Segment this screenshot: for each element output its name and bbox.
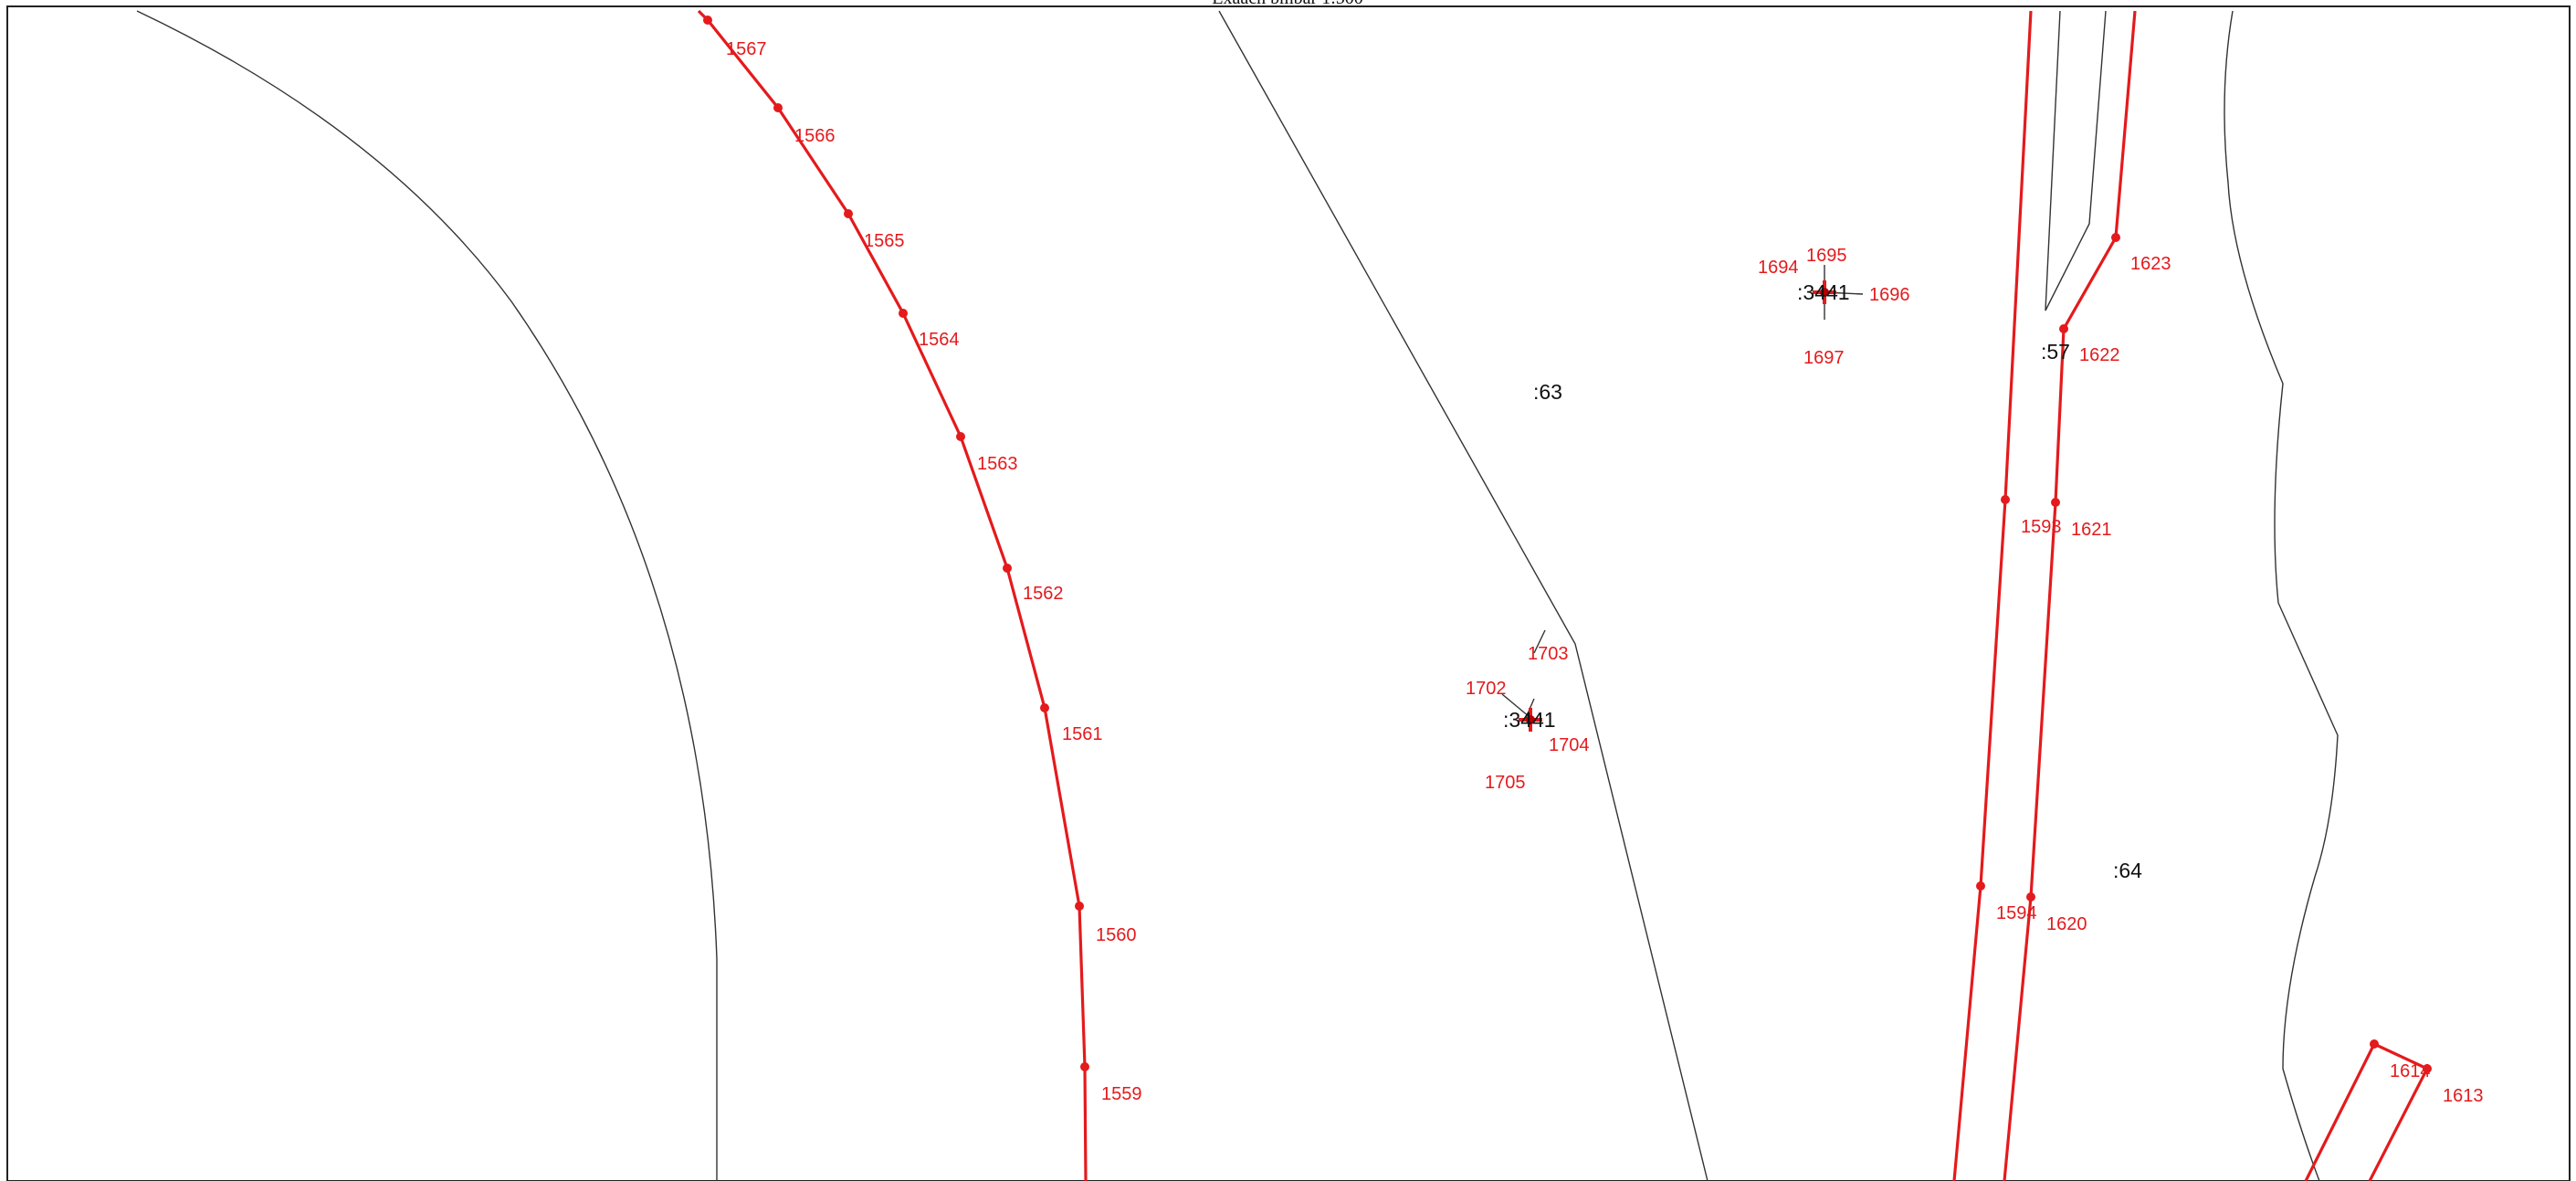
vertex-1566[interactable] [773,103,783,112]
label-1621: 1621 [2071,520,2112,540]
label-1703: 1703 [1528,644,1569,664]
label-1563: 1563 [977,454,1018,474]
vertex-1622[interactable] [2059,324,2068,333]
boundary-1593-1594 [1952,10,2033,1181]
label-1564: 1564 [919,330,960,350]
vertex-1620[interactable] [2026,892,2035,902]
label-1613: 1613 [2443,1086,2484,1106]
narrow-parcel-line [2045,10,2107,311]
parcel-label-3441-mid[interactable]: :3441 [1503,708,1556,732]
label-1567: 1567 [726,39,767,59]
boundary-1613-1614 [2304,1041,2430,1181]
parcel-boundaries [697,9,2430,1181]
parcel-label-3441-top[interactable]: :3441 [1797,280,1850,304]
vertex-1594[interactable] [1976,881,1985,891]
label-1622: 1622 [2079,345,2120,365]
label-1566: 1566 [794,126,836,146]
right-wavy-line [2224,10,2339,1181]
label-1696: 1696 [1869,285,1910,305]
boundary-1620-1623 [2003,10,2137,1181]
label-1562: 1562 [1023,584,1064,604]
label-1694: 1694 [1758,258,1799,278]
label-1620: 1620 [2046,914,2087,934]
label-1704: 1704 [1549,735,1590,755]
point-labels: 1567 1566 1565 1564 1563 1562 1561 1560 … [726,39,2484,1106]
vertex-1559[interactable] [1080,1062,1089,1071]
vertex-1561[interactable] [1040,703,1049,712]
marker-3441-mid[interactable] [1519,708,1542,732]
label-1565: 1565 [864,231,905,251]
parcel-labels: :63 :64 :57 :3441 :3441 [1503,280,2142,882]
label-1614: 1614 [2390,1061,2431,1081]
label-1594: 1594 [1996,903,2037,923]
marker-center [1820,288,1829,297]
vertex-1560[interactable] [1075,902,1084,911]
marker-center [1526,715,1535,724]
marker-3441-top[interactable] [1813,280,1836,304]
label-1560: 1560 [1096,925,1137,945]
map-frame-border [6,5,2571,1181]
vertex-1565[interactable] [844,209,853,218]
leader-1703 [1533,629,1546,654]
label-1559: 1559 [1101,1084,1142,1104]
parcel-label-63[interactable]: :63 [1533,380,1562,404]
vertex-1623[interactable] [2111,233,2120,242]
leader-1702 [1501,693,1530,718]
left-arc-line [136,10,718,1181]
vertex-1613[interactable] [2423,1064,2432,1073]
label-1697: 1697 [1803,348,1845,368]
vertex-1564[interactable] [899,309,908,318]
label-1623: 1623 [2130,254,2171,274]
vertex-1621[interactable] [2051,498,2060,507]
map-header-text: Exaacn bmbar 1:500 [1212,0,1363,8]
adjacent-parcel-lines [136,10,2339,1181]
vertex-1593[interactable] [2001,495,2010,504]
label-1702: 1702 [1466,679,1507,699]
middle-diagonal-line [1218,10,1709,1181]
label-1593: 1593 [2021,517,2062,537]
label-1561: 1561 [1062,724,1103,744]
parcel-label-64[interactable]: :64 [2113,859,2142,882]
vertex-1562[interactable] [1003,564,1012,573]
parcel-label-57[interactable]: :57 [2041,340,2070,364]
label-1695: 1695 [1806,246,1847,266]
boundary-vertices [703,16,2432,1073]
vertex-1614[interactable] [2370,1039,2379,1049]
vertex-1567[interactable] [703,16,712,25]
vertex-1563[interactable] [956,432,965,441]
label-1705: 1705 [1485,773,1526,793]
